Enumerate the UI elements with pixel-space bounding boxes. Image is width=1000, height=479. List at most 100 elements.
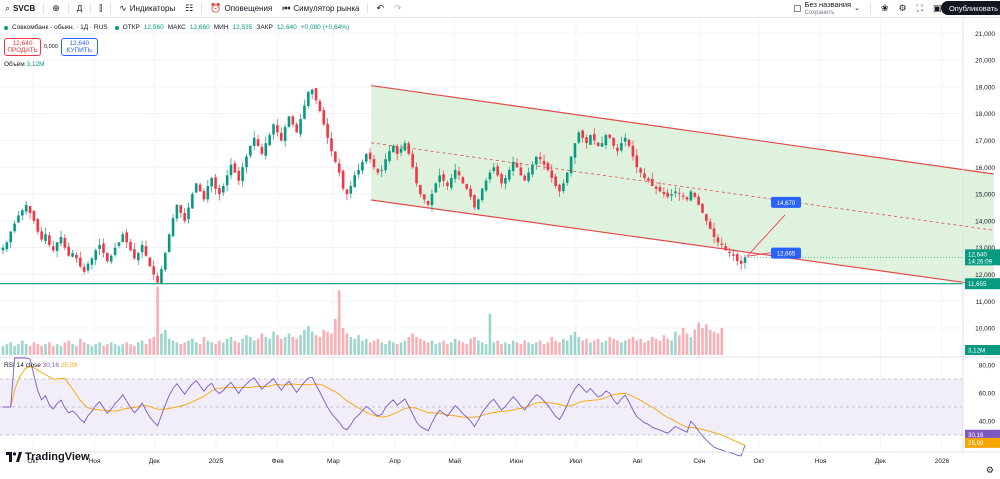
candle-body [411,153,414,168]
volume-bar [117,346,121,355]
volume-bar [415,337,418,355]
volume-bar [94,344,98,355]
candle-body [573,143,577,158]
open-label: ОТКР [122,24,140,31]
volume-bar [384,344,387,355]
buy-button[interactable]: 12,640 КУПИТЬ [60,38,98,56]
candle-body [109,255,113,262]
search-icon: ⌕ [5,3,11,13]
volume-bar [337,290,341,355]
volume-bar [434,344,438,355]
indicators-button[interactable]: ∿ Индикаторы [114,0,180,17]
volume-bar [330,333,333,355]
volume-legend[interactable]: Объём 3,12M [4,61,45,68]
candle-body [252,137,256,146]
alerts-button[interactable]: ⏰ Оповещения [205,0,277,17]
volume-bar [233,340,237,355]
volume-bar [519,344,523,355]
volume-bar [446,344,449,355]
candle-body [194,183,198,193]
redo-button[interactable]: ↷ [389,0,407,17]
candle-body [24,204,28,212]
sell-button[interactable]: 12,640 ПРОДАТЬ [4,38,41,56]
low-value: 12,535 [232,24,253,31]
low-label: МИН [213,24,229,31]
volume-bar [136,342,140,355]
rsi-value: 30,16 [42,362,59,369]
volume-bar [523,340,527,355]
volume-bar [283,337,287,355]
volume-bar [666,338,670,355]
volume-bar [535,342,538,355]
candle-body [631,145,635,157]
volume-bar [368,342,372,355]
candle-body [241,167,244,182]
volume-bar [67,340,70,355]
volume-bar [608,337,612,355]
volume-bar [90,346,94,355]
rsi-legend[interactable]: RSI 14 close 30,16 25,09 [4,362,77,369]
volume-bar [697,322,700,355]
tradingview-logo[interactable]: TradingView [6,451,90,463]
volume-bar [484,344,488,355]
volume-bar [98,342,101,355]
volume-bar [113,344,117,355]
candle-body [376,168,380,173]
publish-button[interactable]: Опубликовать [940,1,1000,15]
volume-bar [48,342,51,355]
market-status-icon [4,25,8,30]
time-tick-label: Авг [633,458,644,465]
candle-body [500,174,503,184]
rsi-ma-line [3,366,746,446]
volume-bar [121,344,125,355]
price-chart[interactable]: 21,000 20,000 19,000 18,000 17,000 16,000 15,0… [0,17,1000,479]
undo-button[interactable]: ↶ [371,0,389,17]
volume-bar [256,338,260,355]
templates-button[interactable]: ☷ [180,0,198,17]
candle-body [380,169,384,171]
candle-body [179,205,183,213]
candle-body [117,242,121,246]
volume-bar [36,344,40,355]
candle-body [75,254,78,259]
volume-bar [179,344,183,355]
axis-settings-icon[interactable]: ⚙ [985,465,994,475]
quick-search-icon[interactable]: ❀ [880,3,889,13]
chart-type-button[interactable]: ⫿ [94,0,107,17]
high-value: 12,660 [189,24,210,31]
candle-body [388,151,391,161]
settings-icon[interactable]: ⚙ [898,3,907,13]
volume-bar [411,333,414,355]
volume-bar [527,342,530,355]
candle-body [148,257,152,267]
replay-button[interactable]: ⏮ Симулятор рынка [277,0,364,17]
volume-bar [585,338,588,355]
interval-button[interactable]: Д [72,0,87,17]
volume-bar [287,333,291,355]
candle-body [712,228,716,237]
legend-title[interactable]: Совкомбанк - обыкн. · 1Д · RUS [12,24,108,31]
volume-bar [426,342,430,355]
candle-body [59,236,63,244]
volume-bar [59,346,63,355]
compare-button[interactable]: ⊕ [47,0,65,17]
volume-bar [693,329,697,355]
candle-body [623,137,627,142]
candle-body [608,134,612,138]
volume-bar [380,342,384,355]
layout-menu[interactable]: ▢ Без названия Сохранить ⌄ [790,0,863,17]
fullscreen-icon[interactable]: ⛶ [916,3,923,13]
volume-bar [303,329,306,355]
indicators-label: Индикаторы [129,4,176,13]
price-tick-label: 12,000 [975,272,995,279]
camera-icon[interactable]: ▣ [932,3,942,13]
volume-bar [430,340,434,355]
countdown-label: 14:26:09 [968,258,993,265]
candle-body [689,191,693,201]
candle-body [90,258,94,265]
volume-bar [376,338,380,355]
volume-bar [349,337,353,355]
symbol-search[interactable]: ⌕ SVCB [0,0,40,17]
price-tick-label: 21,000 [975,31,995,38]
volume-value: 3,12M [26,61,45,68]
